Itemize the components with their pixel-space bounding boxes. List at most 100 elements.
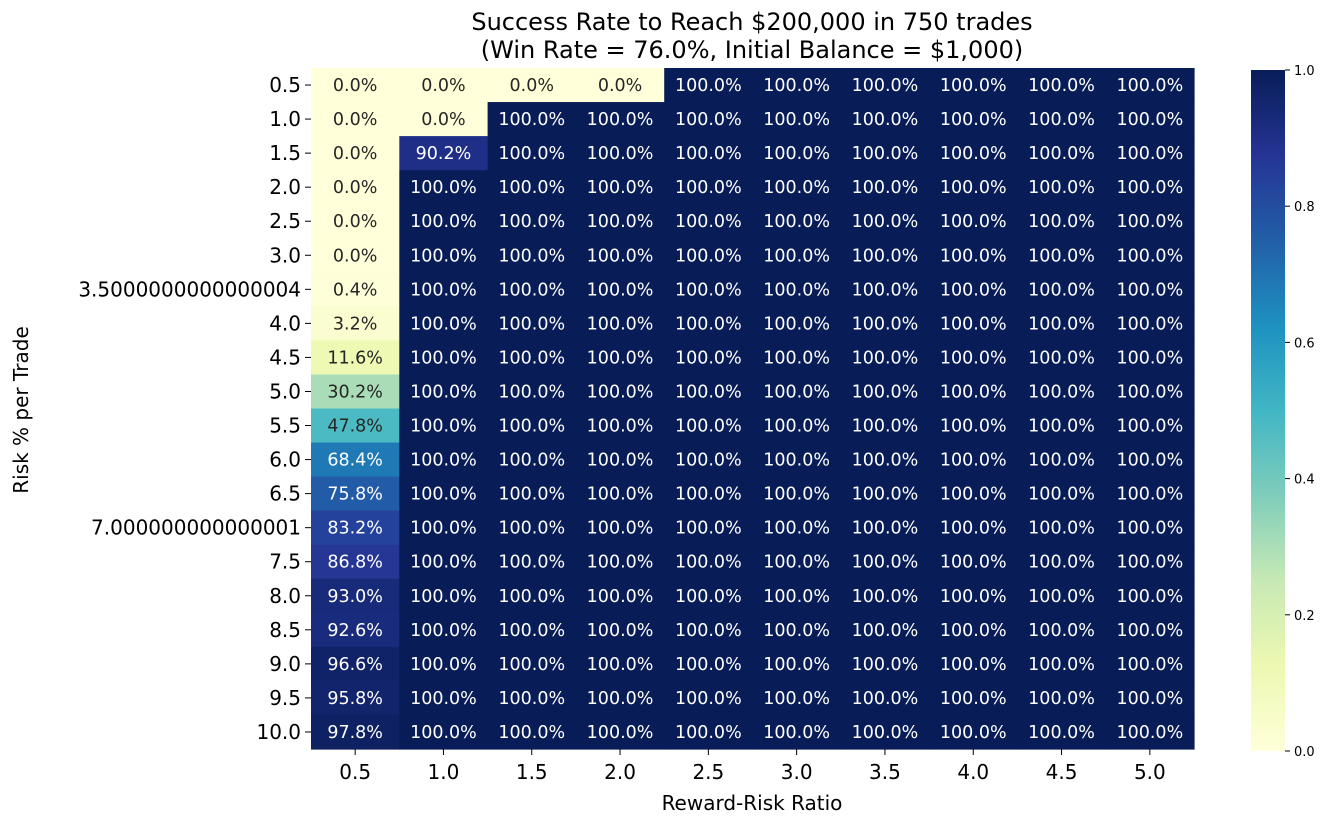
cell-value-label: 100.0% [498, 485, 565, 505]
heatmap-cell [575, 578, 665, 614]
heatmap-cell [311, 170, 400, 205]
heatmap-cell [575, 510, 665, 546]
heatmap-cell [664, 102, 754, 137]
cell-value-label: 0.0% [333, 246, 377, 266]
cell-value-label: 100.0% [675, 451, 742, 471]
x-tick-label: 4.0 [957, 760, 989, 784]
heatmap-cell [487, 544, 577, 580]
heatmap-cell [664, 714, 754, 750]
cell-value-label: 11.6% [327, 348, 383, 368]
cell-value-label: 100.0% [763, 110, 830, 130]
cell-value-label: 100.0% [587, 655, 654, 675]
cell-value-label: 100.0% [1028, 689, 1095, 709]
cell-value-label: 100.0% [940, 553, 1007, 573]
heatmap-cell [664, 374, 754, 410]
heatmap-cell [1017, 374, 1107, 410]
heatmap-cell [311, 102, 400, 137]
cell-value-label: 100.0% [587, 519, 654, 539]
cell-value-label: 100.0% [940, 723, 1007, 743]
x-tick-label: 3.5 [869, 760, 901, 784]
cell-value-label: 100.0% [940, 689, 1007, 709]
cell-value-label: 100.0% [763, 519, 830, 539]
cell-value-label: 100.0% [852, 110, 919, 130]
heatmap-cell [1105, 578, 1195, 614]
heatmap-cell [399, 680, 489, 716]
heatmap-cell [840, 102, 930, 137]
cell-value-label: 100.0% [1116, 553, 1183, 573]
cell-value-label: 100.0% [675, 76, 742, 96]
cell-value-label: 100.0% [675, 417, 742, 437]
heatmap-cell [311, 680, 400, 716]
cell-value-label: 100.0% [763, 553, 830, 573]
heatmap-cell [1105, 170, 1195, 205]
heatmap-cell [929, 714, 1018, 750]
cell-value-label: 100.0% [587, 587, 654, 607]
heatmap-cell [752, 102, 842, 137]
cell-value-label: 100.0% [1116, 110, 1183, 130]
heatmap-cell [664, 272, 754, 307]
cell-value-label: 100.0% [587, 553, 654, 573]
cell-value-label: 100.0% [498, 382, 565, 402]
y-tick-label: 1.5 [269, 141, 301, 165]
cell-value-label: 100.0% [498, 621, 565, 641]
cell-value-label: 100.0% [498, 144, 565, 164]
y-tick-label: 9.0 [269, 652, 301, 676]
cell-value-label: 100.0% [498, 178, 565, 198]
heatmap-cell [1017, 408, 1107, 444]
y-tick-label: 3.5000000000000004 [78, 277, 301, 301]
heatmap-cell [1017, 238, 1107, 273]
cell-value-label: 100.0% [1028, 587, 1095, 607]
cell-value-label: 100.0% [1028, 212, 1095, 232]
cell-value-label: 100.0% [1116, 280, 1183, 300]
heatmap-cell [752, 442, 842, 478]
heatmap-cell [399, 238, 489, 273]
heatmap-cell [487, 578, 577, 614]
cell-value-label: 100.0% [940, 587, 1007, 607]
heatmap-cell [487, 714, 577, 750]
heatmap-cell [1105, 510, 1195, 546]
cell-value-label: 100.0% [763, 348, 830, 368]
cell-value-label: 100.0% [1116, 314, 1183, 334]
cell-value-label: 100.0% [763, 382, 830, 402]
cell-value-label: 100.0% [852, 553, 919, 573]
heatmap-cell [752, 646, 842, 682]
heatmap-cell [840, 68, 930, 103]
heatmap-cell [575, 646, 665, 682]
heatmap-cell [311, 136, 400, 171]
heatmap-cell [664, 476, 754, 512]
heatmap-cell [929, 238, 1018, 273]
cell-value-label: 100.0% [1116, 348, 1183, 368]
heatmap-cell [752, 170, 842, 205]
x-tick-label: 2.0 [604, 760, 636, 784]
cell-value-label: 100.0% [498, 110, 565, 130]
heatmap-cell [664, 136, 754, 171]
y-tick-label: 6.0 [269, 448, 301, 472]
cell-value-label: 100.0% [675, 246, 742, 266]
heatmap-cell [1105, 408, 1195, 444]
cell-value-label: 100.0% [940, 451, 1007, 471]
heatmap-cell [1105, 136, 1195, 171]
heatmap-cell [664, 238, 754, 273]
cell-value-label: 75.8% [327, 485, 383, 505]
heatmap-cell [840, 680, 930, 716]
heatmap-cell [1017, 170, 1107, 205]
cell-value-label: 100.0% [1028, 519, 1095, 539]
y-tick-label: 6.5 [269, 482, 301, 506]
cell-value-label: 100.0% [763, 723, 830, 743]
y-tick-label: 3.0 [269, 243, 301, 267]
cell-value-label: 100.0% [410, 382, 477, 402]
cell-value-label: 0.4% [333, 280, 377, 300]
heatmap-cell [1017, 544, 1107, 580]
heatmap-cell [840, 510, 930, 546]
cell-value-label: 0.0% [421, 110, 465, 130]
heatmap-cell [840, 204, 930, 239]
cell-value-label: 100.0% [1028, 723, 1095, 743]
heatmap-cell [311, 374, 400, 410]
y-tick-label: 4.0 [269, 311, 301, 335]
chart-title: Success Rate to Reach $200,000 in 750 tr… [471, 8, 1032, 36]
colorbar-tick-label: 1.0 [1294, 64, 1315, 79]
cell-value-label: 100.0% [410, 587, 477, 607]
cell-value-label: 100.0% [940, 621, 1007, 641]
cell-value-label: 0.0% [333, 110, 377, 130]
cell-value-label: 100.0% [763, 246, 830, 266]
